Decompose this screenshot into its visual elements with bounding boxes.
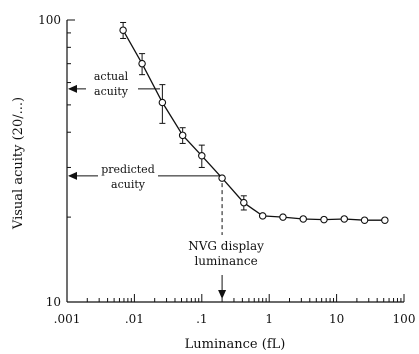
axes <box>66 20 404 303</box>
actual-acuity-arrowhead <box>68 84 77 93</box>
data-point <box>198 152 206 160</box>
data-point <box>381 216 389 224</box>
data-point <box>340 215 349 223</box>
data-point <box>360 216 369 224</box>
x-tick-label: 10 <box>329 312 344 326</box>
x-tick-label: .01 <box>125 312 144 326</box>
data-point <box>279 213 287 221</box>
predicted-acuity-label-bg <box>98 158 158 193</box>
annotations: actual acuity predicted acuity NVG displaylu… <box>68 66 264 299</box>
nvg-arrowhead <box>218 290 227 299</box>
nvg-label: luminance <box>194 254 257 268</box>
predicted-acuity-arrowhead <box>68 171 77 180</box>
data-point <box>258 212 267 220</box>
data-point <box>158 98 167 107</box>
data-point <box>299 215 307 223</box>
data-series <box>119 21 389 224</box>
series-line <box>122 29 385 221</box>
x-tick-label: 100 <box>393 312 416 326</box>
ticks: .001 .01 .1 1 10 100 10 100 <box>38 13 415 326</box>
data-point <box>240 198 248 207</box>
x-tick-label: .1 <box>196 312 207 326</box>
predicted-acuity-label: acuity <box>111 178 146 191</box>
predicted-acuity-label: predicted <box>101 163 155 176</box>
nvg-label: NVG display <box>188 239 264 253</box>
actual-acuity-label: acuity <box>94 85 129 98</box>
data-point <box>218 174 226 182</box>
data-point <box>138 59 146 68</box>
y-axis-label: Visual acuity (20/...) <box>11 97 26 230</box>
x-tick-label: 1 <box>265 312 273 326</box>
data-point <box>178 131 187 140</box>
actual-acuity-label-bg <box>86 66 138 103</box>
actual-acuity-label: actual <box>94 70 129 83</box>
y-tick-label: 100 <box>38 13 61 27</box>
data-point <box>119 26 127 34</box>
data-point <box>320 215 328 224</box>
x-axis-label: Luminance (fL) <box>185 337 286 352</box>
x-tick-label: .001 <box>54 312 81 326</box>
y-tick-label: 10 <box>46 295 61 309</box>
